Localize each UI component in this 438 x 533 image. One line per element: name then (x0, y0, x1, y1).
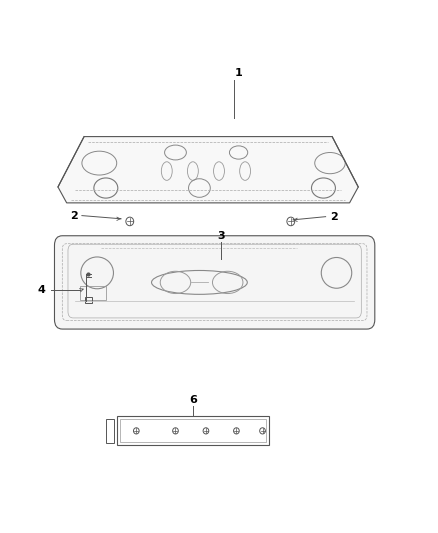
Text: 4: 4 (37, 285, 45, 295)
Text: 2: 2 (70, 211, 78, 221)
FancyBboxPatch shape (54, 236, 375, 329)
Bar (117, 416, 269, 446)
Text: 2: 2 (330, 212, 338, 222)
Bar (80, 286, 106, 300)
Bar (120, 419, 266, 442)
Polygon shape (58, 136, 358, 203)
Text: 3: 3 (217, 231, 225, 241)
Bar (106, 419, 114, 443)
Bar (85, 297, 92, 303)
Text: 1: 1 (235, 68, 243, 78)
Text: 6: 6 (189, 395, 197, 406)
